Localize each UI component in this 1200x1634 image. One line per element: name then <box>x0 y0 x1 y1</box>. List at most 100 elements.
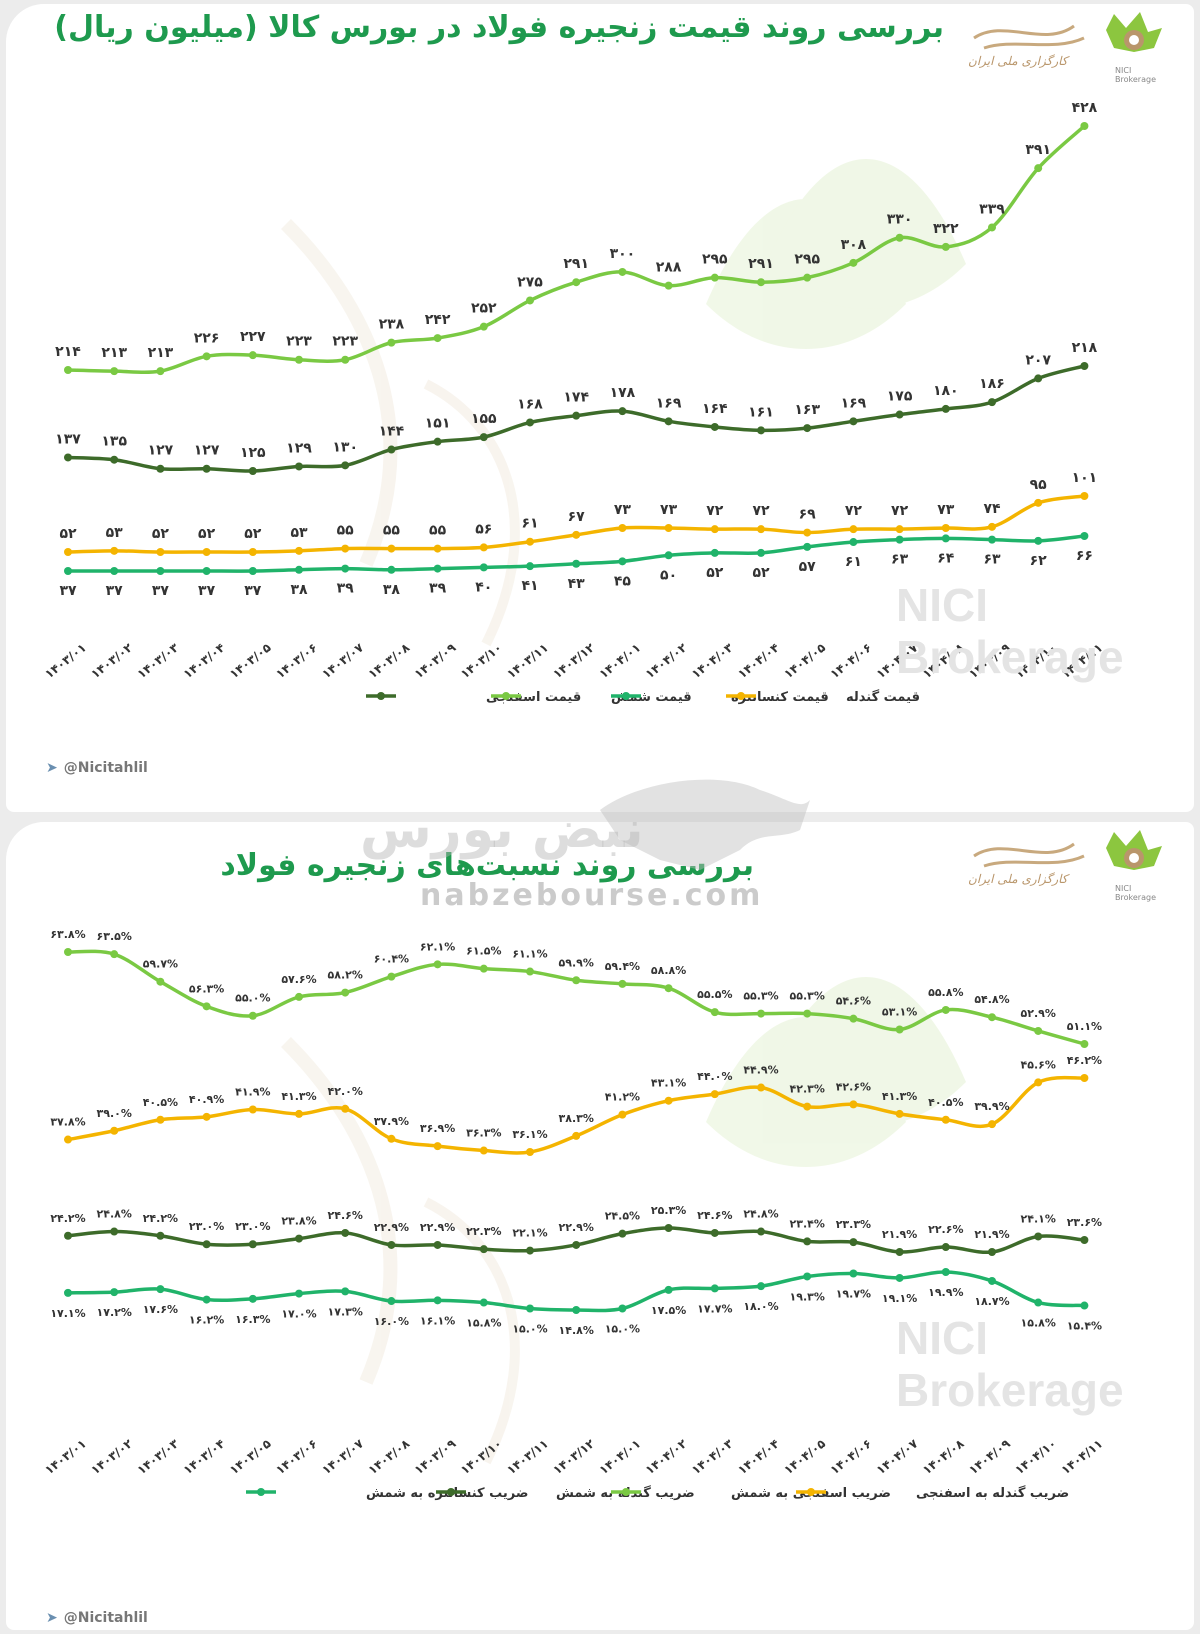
data-label: ۲۱۳ <box>148 345 174 361</box>
data-point <box>479 1298 488 1307</box>
data-label: ۲۰۷ <box>1025 352 1051 368</box>
x-tick-label: ۱۴۰۳/۰۹ <box>412 1436 459 1477</box>
data-label: ۲۴.۶% <box>328 1209 363 1222</box>
data-point <box>156 464 165 473</box>
data-point <box>618 1110 627 1119</box>
data-point <box>572 559 581 568</box>
data-point <box>988 1120 996 1129</box>
data-label: ۵۵.۰% <box>235 992 270 1005</box>
data-label: ۱۴.۸% <box>559 1324 594 1337</box>
data-label: ۶۱ <box>845 554 862 570</box>
x-tick-label: ۱۴۰۴/۰۹ <box>966 1436 1013 1477</box>
data-point <box>1080 122 1089 130</box>
data-label: ۵۳ <box>290 525 308 541</box>
data-label: ۱۷.۶% <box>143 1303 178 1316</box>
data-point <box>710 1284 719 1293</box>
data-label: ۱۲۷ <box>148 443 174 459</box>
data-point <box>1034 1026 1043 1035</box>
x-tick-label: ۱۴۰۳/۱۰ <box>458 1436 505 1477</box>
data-label: ۵۹.۴% <box>605 960 640 973</box>
x-tick-label: ۱۴۰۳/۰۵ <box>227 1436 274 1477</box>
data-label: ۳۶.۹% <box>420 1122 455 1135</box>
logo-text: کارگزاری ملی ایران <box>968 54 1068 68</box>
data-point <box>156 1285 165 1294</box>
data-label: ۲۳.۸% <box>281 1215 316 1228</box>
data-label: ۱۵۵ <box>471 411 497 427</box>
x-tick-label: ۱۴۰۳/۰۵ <box>227 640 274 681</box>
data-label: ۶۱ <box>521 516 538 532</box>
data-label: ۷۳ <box>937 502 955 518</box>
data-point <box>941 1243 950 1252</box>
data-point <box>526 1246 534 1255</box>
watermark-brokerage-text: Brokerage <box>896 1364 1124 1416</box>
data-label: ۵۸.۸% <box>651 964 686 977</box>
data-point <box>387 565 396 574</box>
x-tick-label: ۱۴۰۴/۰۶ <box>828 640 875 681</box>
data-label: ۱۷.۷% <box>697 1302 732 1315</box>
data-label: ۵۵.۵% <box>697 988 732 1001</box>
data-point <box>295 546 303 555</box>
data-point <box>110 1227 119 1236</box>
data-label: ۱۲۷ <box>194 443 220 459</box>
data-label: ۱۶۹ <box>841 395 867 411</box>
data-point <box>433 544 442 553</box>
data-point <box>941 534 950 543</box>
data-label: ۲۴.۲% <box>143 1212 178 1225</box>
price-chart-panel: ۲۱۴ ۲۱۳ ۲۱۳ ۲۲۶ ۲۲۷ ۲۲۳ ۲۲۳ ۲۳۸ ۲۴۲ ۲۵۲ ۲۷۵ ۲۹۱ ۳۰۰ ۲… <box>6 4 1194 812</box>
data-point <box>757 1227 765 1236</box>
x-tick-label: ۱۴۰۴/۰۲ <box>643 1436 690 1477</box>
data-label: ۲۲.۶% <box>928 1223 963 1236</box>
data-label: ۱۶۹ <box>656 395 682 411</box>
data-point <box>664 984 673 993</box>
data-label: ۱۸.۰% <box>743 1300 778 1313</box>
legend-item: ضریب گندله به اسفنجی <box>796 1485 1069 1501</box>
data-point <box>803 1272 812 1281</box>
data-point <box>572 1306 581 1314</box>
data-label: ۳۹ <box>337 581 355 597</box>
data-label: ۳۳۰ <box>887 212 913 228</box>
data-label: ۷۳ <box>660 502 678 518</box>
data-label: ۴۲.۳% <box>790 1083 825 1096</box>
watermark-brand: NICI Brokerage <box>896 1312 1124 1416</box>
data-label: ۱۵.۸% <box>466 1317 501 1330</box>
data-label: ۷۲ <box>845 503 863 519</box>
x-tick-label: ۱۴۰۳/۰۶ <box>273 640 320 681</box>
data-label: ۵۲ <box>152 526 170 542</box>
data-label: ۶۷ <box>568 509 586 525</box>
data-label: ۲۴.۶% <box>697 1209 732 1222</box>
data-label: ۶۴ <box>937 550 955 566</box>
data-point <box>110 367 119 376</box>
telegram-handle-text: @Nicitahlil <box>63 1610 148 1626</box>
data-point <box>526 296 534 305</box>
data-point <box>479 433 488 442</box>
data-point <box>64 948 72 956</box>
telegram-handle[interactable]: ➤ @Nicitahlil <box>46 1610 148 1626</box>
data-point <box>341 564 350 573</box>
data-point <box>572 976 581 985</box>
ratio-chart-panel: ۶۳.۸% ۶۳.۵% ۵۹.۷% ۵۶.۳% ۵۵.۰% ۵۷.۶% ۵۸.۲% ۶۰.۴%… <box>6 822 1194 1630</box>
data-point <box>110 455 119 464</box>
data-point <box>248 1105 257 1114</box>
x-tick-label: ۱۴۰۳/۰۹ <box>412 640 459 681</box>
data-label: ۷۴ <box>983 501 1001 517</box>
data-point <box>664 1096 673 1105</box>
data-label: ۴۳ <box>568 576 586 592</box>
data-point <box>479 1146 488 1155</box>
brand-logo: کارگزاری ملی ایران NICI Brokerage <box>964 826 1164 906</box>
telegram-handle[interactable]: ➤ @Nicitahlil <box>46 760 148 776</box>
data-point <box>1034 374 1043 383</box>
legend-item: قیمت گندله <box>726 689 920 705</box>
data-point <box>526 967 534 976</box>
data-point <box>1080 1236 1089 1244</box>
x-tick-label: ۱۴۰۴/۰۴ <box>735 640 782 681</box>
data-point <box>572 278 581 287</box>
data-label: ۲۲۳ <box>332 334 358 350</box>
data-label: ۴۱.۹% <box>235 1086 270 1099</box>
data-point <box>248 1011 257 1020</box>
watermark-brokerage-text: Brokerage <box>896 631 1124 683</box>
data-point <box>1080 532 1089 540</box>
data-label: ۱۵.۸% <box>1021 1317 1056 1330</box>
logo-leaf-icon <box>1106 830 1162 870</box>
data-label: ۱۰۱ <box>1072 470 1098 486</box>
data-point <box>526 537 534 546</box>
